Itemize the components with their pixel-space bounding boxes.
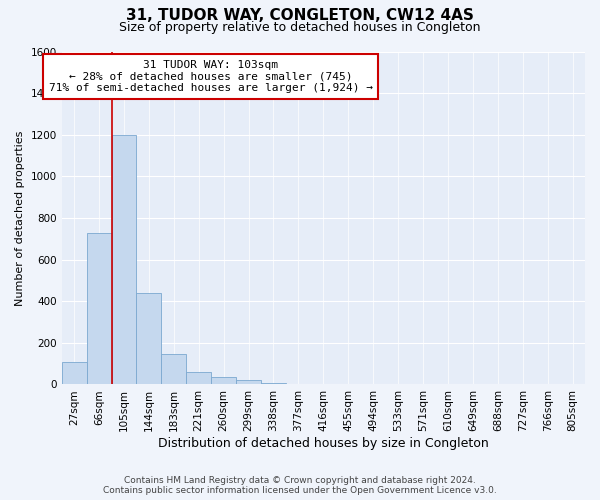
Bar (112, 134, 136, 384)
Text: Contains HM Land Registry data © Crown copyright and database right 2024.
Contai: Contains HM Land Registry data © Crown c… (103, 476, 497, 495)
X-axis label: Distribution of detached houses by size in Congleton: Distribution of detached houses by size … (158, 437, 489, 450)
Bar (62, 362, 86, 384)
Y-axis label: Number of detached properties: Number of detached properties (15, 130, 25, 306)
Text: 31, TUDOR WAY, CONGLETON, CW12 4AS: 31, TUDOR WAY, CONGLETON, CW12 4AS (126, 8, 474, 22)
Bar (136, 293, 161, 384)
Bar (236, 380, 261, 384)
Text: 31 TUDOR WAY: 103sqm
← 28% of detached houses are smaller (745)
71% of semi-deta: 31 TUDOR WAY: 103sqm ← 28% of detached h… (49, 60, 373, 93)
Bar (86, 232, 112, 384)
Bar (211, 377, 236, 384)
Bar (161, 354, 186, 384)
Bar (186, 372, 211, 384)
Text: Size of property relative to detached houses in Congleton: Size of property relative to detached ho… (119, 21, 481, 34)
